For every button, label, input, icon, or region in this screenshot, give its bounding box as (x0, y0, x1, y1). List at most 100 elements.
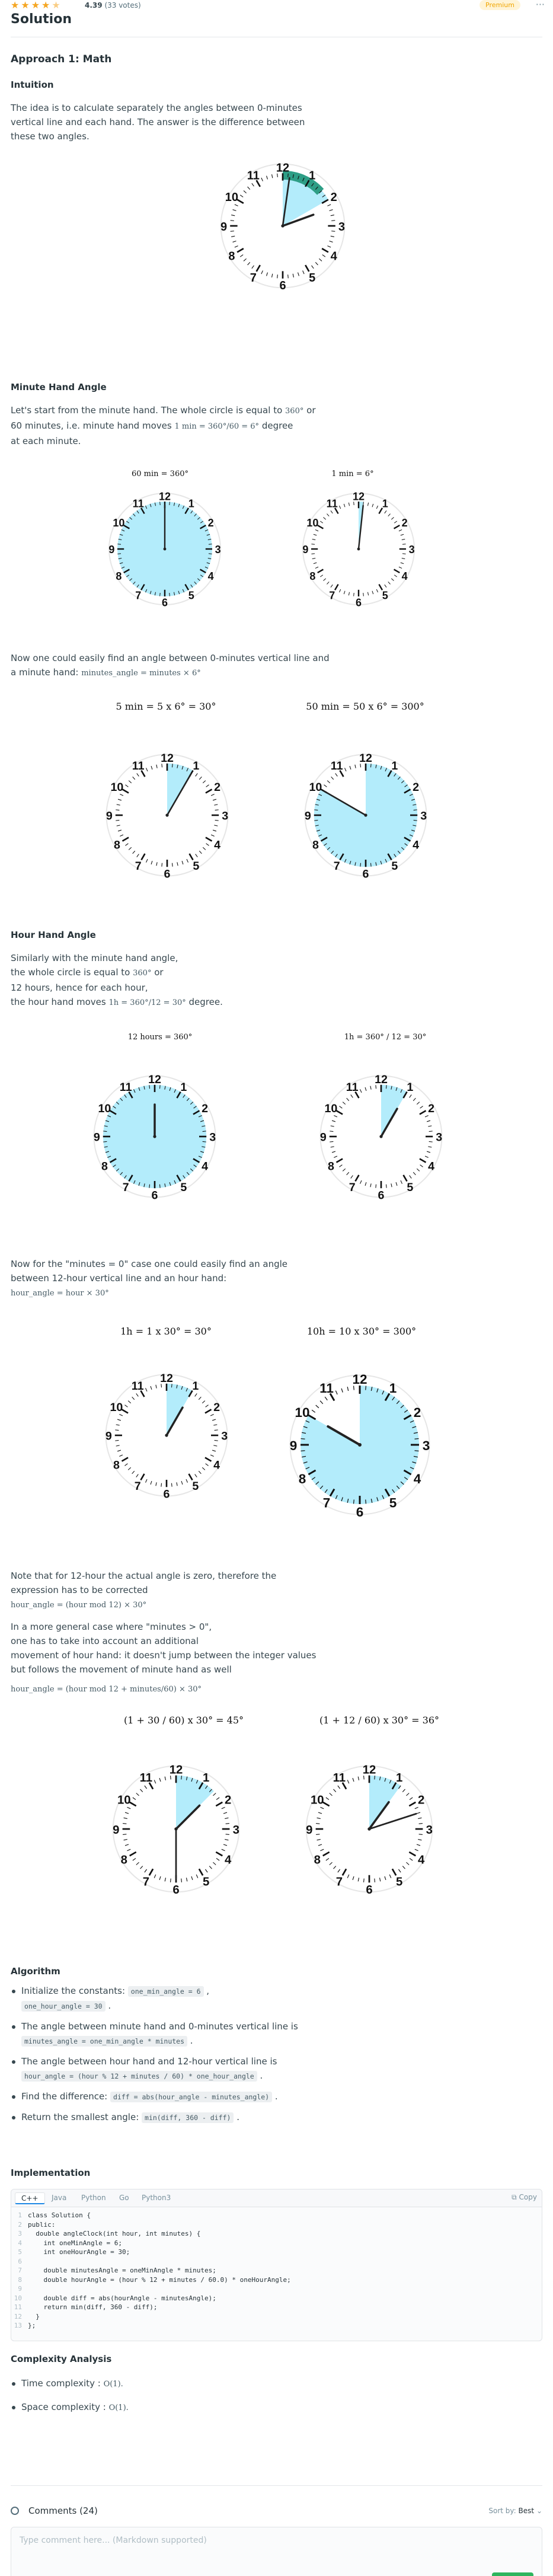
tick-mark (200, 521, 204, 524)
tick-mark (178, 503, 180, 507)
tick-mark (133, 1180, 136, 1184)
clock-number: 11 (132, 1380, 144, 1393)
tick-mark (127, 1467, 132, 1470)
tick-mark (132, 850, 136, 854)
clock-number: 7 (123, 1181, 129, 1194)
tick-mark (331, 776, 334, 780)
tick-mark (148, 1868, 154, 1876)
clock-number: 7 (329, 590, 335, 602)
clock-number: 10 (111, 781, 124, 794)
tick-mark (335, 854, 338, 857)
tick-mark (239, 254, 244, 257)
tick-mark (209, 1866, 212, 1869)
tick-mark (109, 1158, 117, 1163)
rating-stars[interactable]: ★★★★★ (11, 0, 62, 11)
tick-mark (186, 858, 188, 863)
clock-number: 3 (420, 810, 427, 823)
tick-mark (342, 1102, 346, 1105)
tick-mark (204, 529, 209, 532)
tab-python3[interactable]: Python3 (142, 2194, 171, 2202)
tab-go[interactable]: Go (119, 2194, 129, 2202)
tick-mark (159, 592, 161, 596)
tick-mark (324, 843, 327, 846)
tick-mark (319, 1485, 324, 1489)
tick-mark (370, 1498, 373, 1503)
clock-number: 10 (98, 1102, 111, 1115)
tick-mark (107, 1155, 111, 1158)
tick-mark (347, 1874, 350, 1878)
approach-title: Approach 1: Math (11, 53, 112, 65)
tick-mark (325, 1797, 330, 1801)
tick-mark (352, 1876, 354, 1881)
hour-hand (368, 1801, 390, 1830)
clock-number: 4 (213, 1458, 220, 1471)
tick-mark (344, 768, 347, 772)
tick-mark (384, 1488, 391, 1497)
post-button[interactable] (492, 2572, 533, 2576)
tick-mark (376, 505, 378, 509)
clock-number: 4 (202, 1160, 208, 1173)
tick-mark (365, 1182, 367, 1186)
tick-mark (392, 1489, 395, 1493)
tick-mark (414, 1806, 418, 1809)
tick-mark (297, 175, 299, 180)
sort-dropdown[interactable]: Sort by: Best ⌄ (488, 2507, 542, 2515)
tick-mark (297, 272, 299, 276)
more-horizontal-icon[interactable]: ··· (535, 0, 545, 10)
tick-mark (181, 860, 184, 865)
clock-number: 7 (143, 1876, 149, 1889)
tab-java[interactable]: Java (52, 2194, 67, 2202)
minute-angle-text: Now one could easily find an angle betwe… (11, 653, 330, 678)
clock-center (367, 1827, 371, 1831)
tick-mark (255, 264, 261, 272)
tab-cpp[interactable]: C++ (15, 2192, 45, 2204)
clock-number: 9 (94, 1131, 100, 1144)
tick-mark (370, 863, 372, 867)
tick-mark (198, 1782, 204, 1790)
clock-number: 5 (396, 1876, 402, 1889)
tick-mark (116, 1168, 120, 1172)
tick-mark (132, 1857, 136, 1861)
tick-mark (363, 502, 364, 506)
clock-number: 2 (414, 1405, 421, 1420)
tick-mark (400, 1404, 404, 1409)
caption-130: (1 + 30 / 60) x 30° = 45° (123, 1715, 244, 1726)
code-line: 8 double hourAngle = (hour % 12 + minute… (18, 2275, 291, 2284)
clock-number: 11 (346, 1081, 359, 1094)
tick-mark (318, 1812, 322, 1814)
tick-mark (199, 776, 202, 780)
tick-mark (149, 1184, 151, 1188)
copy-button[interactable]: ⧉ Copy (512, 2193, 537, 2201)
tick-mark (148, 1782, 154, 1790)
tick-mark (136, 584, 139, 588)
tick-mark (151, 765, 153, 770)
tick-mark (402, 1091, 408, 1099)
clock-number: 1 (391, 759, 398, 773)
tick-mark (197, 578, 200, 581)
tick-mark (315, 186, 318, 190)
tick-mark (384, 1876, 386, 1881)
tick-mark (339, 1106, 343, 1109)
implementation-heading: Implementation (11, 2168, 91, 2178)
tick-mark (122, 789, 129, 794)
tick-mark (177, 764, 178, 768)
tab-python[interactable]: Python (81, 2194, 106, 2202)
minute-hand (324, 790, 367, 816)
tick-mark (409, 794, 413, 796)
code-line: 5 int oneHourAngle = 30; (18, 2248, 130, 2256)
clock-number: 8 (121, 1854, 127, 1867)
clock-number: 5 (389, 1496, 397, 1511)
tick-mark (123, 1838, 127, 1841)
tick-mark (320, 837, 328, 842)
comment-icon (11, 2507, 19, 2515)
tick-mark (325, 1857, 330, 1861)
clock-number: 8 (309, 570, 315, 582)
comment-input[interactable]: Type comment here... (Markdown supported… (11, 2527, 542, 2576)
tick-mark (223, 1844, 228, 1846)
tick-mark (402, 1866, 405, 1869)
tick-mark (243, 190, 247, 194)
caption-10h-300: 10h = 10 x 30° = 300° (306, 1326, 417, 1337)
tick-mark (115, 1429, 119, 1431)
tick-mark (213, 1445, 218, 1447)
